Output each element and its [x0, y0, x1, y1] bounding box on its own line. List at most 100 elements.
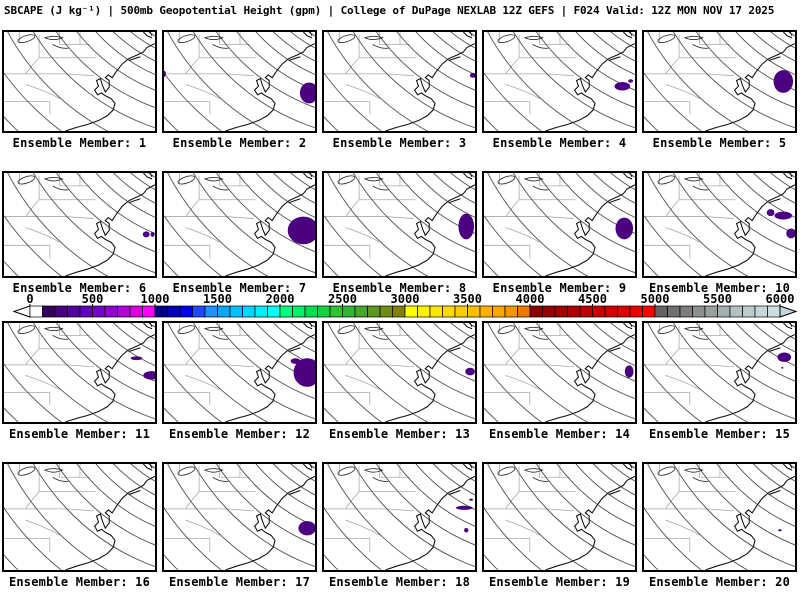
colorbar-cell [354, 305, 368, 318]
member-label: Ensemble Member: 10 [648, 281, 791, 295]
member-label: Ensemble Member: 20 [648, 575, 791, 589]
colorbar-cell [67, 305, 81, 318]
colorbar-cell [754, 305, 768, 318]
map-panel-member-4 [482, 30, 637, 133]
map-panel-member-20 [642, 462, 797, 572]
sbcape-region [624, 365, 634, 378]
colorbar-cell [117, 305, 131, 318]
sbcape-region [142, 231, 150, 238]
colorbar-cell [417, 305, 431, 318]
map-panel-member-11 [2, 321, 157, 424]
colorbar-cell [579, 305, 593, 318]
colorbar-left-arrow [12, 305, 31, 318]
colorbar-cell [29, 305, 43, 318]
sbcape-region [456, 505, 473, 510]
colorbar-cell [479, 305, 493, 318]
member-label: Ensemble Member: 3 [332, 136, 467, 150]
member-label: Ensemble Member: 4 [492, 136, 627, 150]
map-panel-member-13 [322, 321, 477, 424]
ensemble-cell: Ensemble Member: 18 [322, 462, 477, 589]
colorbar-cell [729, 305, 743, 318]
member-label: Ensemble Member: 2 [172, 136, 307, 150]
ensemble-cell: Ensemble Member: 15 [642, 321, 797, 441]
colorbar-cell [192, 305, 206, 318]
map-panel-member-18 [322, 462, 477, 572]
colorbar-cell [204, 305, 218, 318]
map-panel-member-5 [642, 30, 797, 133]
member-label: Ensemble Member: 6 [12, 281, 147, 295]
ensemble-cell: Ensemble Member: 7 [162, 171, 317, 295]
map-panel-member-19 [482, 462, 637, 572]
colorbar-cell [629, 305, 643, 318]
colorbar-cell [179, 305, 193, 318]
colorbar-cell [379, 305, 393, 318]
colorbar-cell [217, 305, 231, 318]
ensemble-cell: Ensemble Member: 17 [162, 462, 317, 589]
colorbar-cell [129, 305, 143, 318]
colorbar-cell [542, 305, 556, 318]
colorbar-cell [567, 305, 581, 318]
colorbar-cell [679, 305, 693, 318]
colorbar-cell [517, 305, 531, 318]
ensemble-cell: Ensemble Member: 3 [322, 30, 477, 150]
ensemble-cell: Ensemble Member: 5 [642, 30, 797, 150]
panel-row-1: Ensemble Member: 1 Ensemble Member: 2 Ense… [2, 30, 797, 150]
sbcape-region [293, 358, 315, 387]
colorbar-cell [642, 305, 656, 318]
colorbar-cell [692, 305, 706, 318]
map-panel-member-14 [482, 321, 637, 424]
ensemble-cell: Ensemble Member: 19 [482, 462, 637, 589]
sbcape-region [777, 352, 792, 363]
member-label: Ensemble Member: 7 [172, 281, 307, 295]
panel-row-4: Ensemble Member: 16 Ensemble Member: 17 En… [2, 462, 797, 589]
sbcape-region [290, 358, 301, 364]
colorbar-cell [142, 305, 156, 318]
member-label: Ensemble Member: 8 [332, 281, 467, 295]
colorbar-cell [304, 305, 318, 318]
colorbar-cell [367, 305, 381, 318]
map-panel-member-8 [322, 171, 477, 278]
sbcape-region [150, 231, 155, 237]
colorbar-right-arrow [779, 305, 798, 318]
colorbar-cell [317, 305, 331, 318]
sbcape-region [786, 228, 795, 239]
colorbar-cell [654, 305, 668, 318]
colorbar-cell [254, 305, 268, 318]
colorbar-gradient [12, 304, 798, 318]
colorbar-cell [492, 305, 506, 318]
colorbar-cell [467, 305, 481, 318]
colorbar-cell [267, 305, 281, 318]
ensemble-cell: Ensemble Member: 11 [2, 321, 157, 441]
colorbar-cell [554, 305, 568, 318]
map-panel-member-17 [162, 462, 317, 572]
map-panel-member-12 [162, 321, 317, 424]
sbcape-region [614, 81, 631, 91]
sbcape-region [458, 213, 475, 240]
colorbar-cell [104, 305, 118, 318]
member-label: Ensemble Member: 13 [328, 427, 471, 441]
colorbar-cell [704, 305, 718, 318]
ensemble-cell: Ensemble Member: 10 [642, 171, 797, 295]
ensemble-cell: Ensemble Member: 16 [2, 462, 157, 589]
sbcape-region [774, 211, 793, 220]
ensemble-cell: Ensemble Member: 4 [482, 30, 637, 150]
member-label: Ensemble Member: 17 [168, 575, 311, 589]
map-panel-member-1 [2, 30, 157, 133]
map-panel-member-9 [482, 171, 637, 278]
ensemble-cell: Ensemble Member: 14 [482, 321, 637, 441]
member-label: Ensemble Member: 9 [492, 281, 627, 295]
sbcape-region [298, 521, 315, 536]
ensemble-cell: Ensemble Member: 8 [322, 171, 477, 295]
map-panel-member-15 [642, 321, 797, 424]
ensemble-cell: Ensemble Member: 6 [2, 171, 157, 295]
colorbar-cell [504, 305, 518, 318]
sbcape-region [287, 216, 315, 245]
ensemble-cell: Ensemble Member: 13 [322, 321, 477, 441]
map-panel-member-7 [162, 171, 317, 278]
colorbar-cell [442, 305, 456, 318]
colorbar-cell [529, 305, 543, 318]
member-label: Ensemble Member: 11 [8, 427, 151, 441]
member-label: Ensemble Member: 5 [652, 136, 787, 150]
sbcape-region [130, 356, 143, 361]
